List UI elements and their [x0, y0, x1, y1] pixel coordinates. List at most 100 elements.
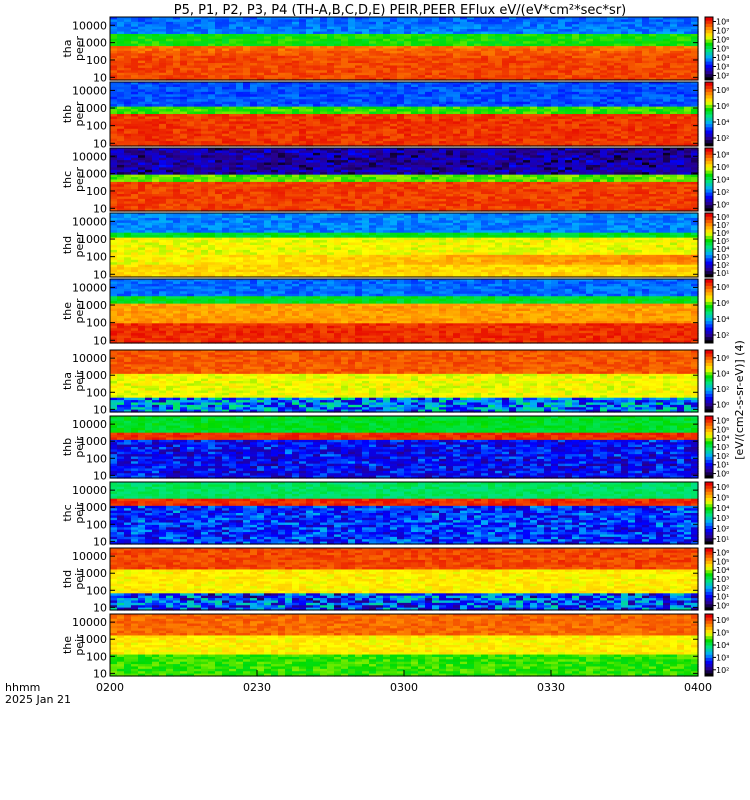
- heatmap-cell: [677, 33, 685, 37]
- colorbar-segment: [705, 67, 713, 72]
- heatmap-cell: [691, 118, 699, 122]
- heatmap-cell: [117, 126, 125, 130]
- heatmap-cell: [215, 118, 223, 122]
- heatmap-cell: [656, 70, 664, 74]
- heatmap-cell: [614, 116, 622, 120]
- heatmap-cell: [488, 75, 496, 79]
- heatmap-cell: [159, 36, 167, 40]
- heatmap-cell: [110, 143, 118, 147]
- heatmap-cell: [124, 101, 132, 105]
- heatmap-cell: [551, 89, 559, 93]
- heatmap-cell: [670, 58, 678, 62]
- heatmap-cell: [677, 128, 685, 132]
- heatmap-cell: [131, 138, 139, 142]
- heatmap-cell: [355, 89, 363, 93]
- heatmap-cell: [124, 70, 132, 74]
- heatmap-cell: [474, 116, 482, 120]
- heatmap-cell: [138, 38, 146, 42]
- heatmap-cell: [215, 58, 223, 62]
- heatmap-cell: [663, 70, 671, 74]
- heatmap-cell: [656, 65, 664, 69]
- heatmap-cell: [544, 46, 552, 50]
- heatmap-cell: [586, 123, 594, 127]
- heatmap-cell: [159, 21, 167, 25]
- heatmap-cell: [509, 114, 517, 118]
- heatmap-cell: [306, 46, 314, 50]
- heatmap-cell: [292, 104, 300, 108]
- heatmap-cell: [278, 43, 286, 47]
- heatmap-cell: [229, 136, 237, 140]
- heatmap-cell: [621, 53, 629, 57]
- heatmap-cell: [369, 89, 377, 93]
- heatmap-cell: [110, 128, 118, 132]
- heatmap-cell: [467, 128, 475, 132]
- heatmap-cell: [376, 89, 384, 93]
- heatmap-cell: [390, 67, 398, 71]
- heatmap-cell: [642, 118, 650, 122]
- heatmap-cell: [278, 77, 286, 81]
- heatmap-cell: [467, 67, 475, 71]
- heatmap-cell: [334, 55, 342, 59]
- heatmap-cell: [593, 70, 601, 74]
- heatmap-cell: [404, 53, 412, 57]
- heatmap-cell: [376, 104, 384, 108]
- heatmap-cell: [278, 131, 286, 135]
- heatmap-cell: [173, 89, 181, 93]
- heatmap-cell: [166, 46, 174, 50]
- heatmap-cell: [432, 128, 440, 132]
- heatmap-cell: [117, 94, 125, 98]
- heatmap-cell: [229, 84, 237, 88]
- heatmap-cell: [222, 60, 230, 64]
- heatmap-cell: [306, 70, 314, 74]
- heatmap-cell: [446, 17, 454, 21]
- heatmap-cell: [117, 189, 125, 193]
- heatmap-cell: [173, 58, 181, 62]
- heatmap-cell: [299, 43, 307, 47]
- heatmap-cell: [348, 114, 356, 118]
- heatmap-cell: [551, 111, 559, 115]
- heatmap-cell: [376, 67, 384, 71]
- heatmap-cell: [397, 50, 405, 54]
- heatmap-cell: [656, 55, 664, 59]
- heatmap-cell: [159, 33, 167, 37]
- heatmap-cell: [509, 101, 517, 105]
- heatmap-cell: [131, 89, 139, 93]
- heatmap-cell: [474, 138, 482, 142]
- heatmap-cell: [663, 128, 671, 132]
- heatmap-cell: [201, 46, 209, 50]
- heatmap-cell: [516, 33, 524, 37]
- heatmap-cell: [285, 94, 293, 98]
- heatmap-cell: [208, 60, 216, 64]
- heatmap-cell: [264, 131, 272, 135]
- heatmap-cell: [250, 138, 258, 142]
- heatmap-cell: [229, 29, 237, 33]
- heatmap-cell: [166, 128, 174, 132]
- heatmap-cell: [691, 91, 699, 95]
- heatmap-cell: [607, 36, 615, 40]
- heatmap-cell: [334, 21, 342, 25]
- heatmap-cell: [593, 17, 601, 21]
- heatmap-cell: [117, 99, 125, 103]
- heatmap-cell: [222, 121, 230, 125]
- heatmap-cell: [166, 138, 174, 142]
- heatmap-cell: [453, 48, 461, 52]
- heatmap-cell: [663, 89, 671, 93]
- heatmap-cell: [572, 126, 580, 130]
- heatmap-cell: [271, 116, 279, 120]
- heatmap-cell: [656, 131, 664, 135]
- heatmap-cell: [327, 36, 335, 40]
- heatmap-cell: [474, 126, 482, 130]
- heatmap-cell: [194, 106, 202, 110]
- heatmap-cell: [187, 65, 195, 69]
- heatmap-cell: [446, 48, 454, 52]
- heatmap-cell: [600, 84, 608, 88]
- heatmap-cell: [579, 60, 587, 64]
- heatmap-cell: [404, 55, 412, 59]
- heatmap-cell: [572, 48, 580, 52]
- heatmap-cell: [621, 101, 629, 105]
- colorbar-segment: [705, 20, 713, 24]
- heatmap-cell: [222, 99, 230, 103]
- heatmap-cell: [684, 63, 692, 67]
- heatmap-cell: [145, 60, 153, 64]
- heatmap-cell: [173, 116, 181, 120]
